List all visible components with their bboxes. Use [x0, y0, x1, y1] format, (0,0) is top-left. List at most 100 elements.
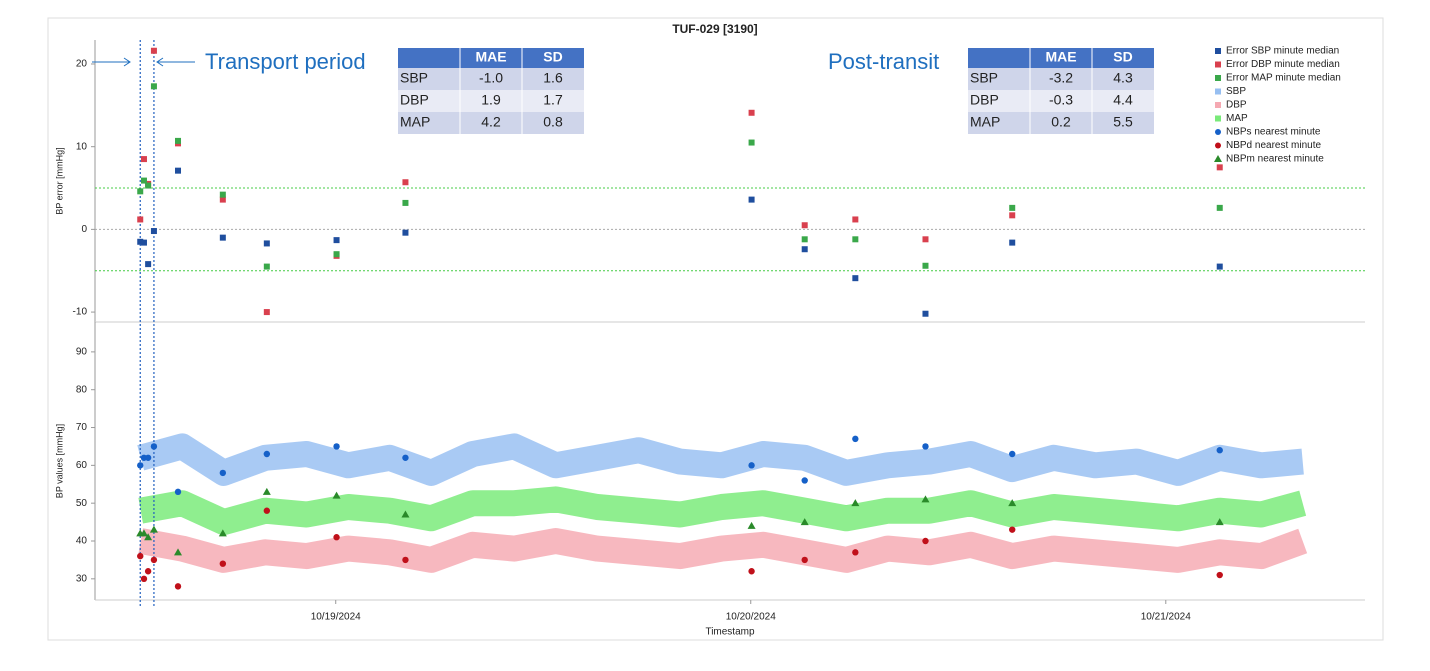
point: [150, 443, 158, 450]
point: [402, 179, 409, 186]
point: [144, 568, 152, 575]
point: [333, 237, 340, 244]
point: [140, 177, 147, 184]
point: [1216, 447, 1223, 454]
legend-label: DBP: [1226, 100, 1247, 111]
point: [263, 240, 270, 247]
table-column-header: SD: [1113, 49, 1132, 65]
table-cell: 4.4: [1113, 92, 1133, 108]
point: [150, 228, 157, 235]
point: [140, 156, 147, 163]
point: [219, 234, 226, 241]
table-cell: 4.2: [481, 114, 501, 130]
point: [402, 229, 409, 236]
point: [1009, 212, 1016, 219]
y-tick-label: 0: [81, 224, 87, 235]
point: [262, 487, 271, 495]
point: [801, 246, 808, 253]
point: [219, 469, 227, 477]
point: [852, 435, 859, 443]
point: [852, 236, 859, 243]
legend-label: Error DBP minute median: [1226, 59, 1340, 70]
legend-marker: [1215, 48, 1221, 54]
point: [137, 552, 144, 560]
table-cell: 0.2: [1051, 114, 1071, 130]
point: [175, 137, 182, 144]
point: [150, 47, 157, 54]
point: [1216, 164, 1223, 171]
point: [748, 462, 755, 469]
point: [333, 443, 340, 450]
point: [263, 309, 270, 316]
y-tick-label: 60: [76, 460, 88, 471]
table-row: [968, 68, 1154, 90]
legend-marker: [1215, 142, 1221, 149]
point: [174, 488, 182, 496]
table-header: [968, 48, 1154, 68]
point: [333, 251, 340, 258]
point: [801, 236, 808, 243]
annotation: Post-transit: [828, 49, 939, 74]
annotation: Transport period: [205, 49, 366, 74]
table-row-label: DBP: [400, 92, 429, 108]
point: [175, 167, 182, 174]
y-tick-label: 50: [76, 498, 88, 509]
signal-band: [138, 486, 1307, 536]
table-row-label: SBP: [970, 70, 998, 86]
legend-marker: [1215, 88, 1221, 95]
point: [145, 182, 152, 189]
point: [401, 510, 410, 518]
legend-label: NBPd nearest minute: [1226, 140, 1321, 151]
table-cell: 1.6: [543, 70, 563, 86]
table-cell: 4.3: [1113, 70, 1133, 86]
legend-marker: [1215, 129, 1221, 135]
point: [748, 568, 755, 575]
point: [748, 109, 755, 116]
point: [137, 216, 144, 223]
point: [402, 556, 409, 564]
legend-marker: [1215, 102, 1221, 108]
table-row: [398, 112, 584, 134]
point: [852, 275, 859, 282]
point: [1008, 499, 1017, 507]
table-row: [398, 90, 584, 112]
legend-marker: [1215, 75, 1221, 81]
point: [801, 556, 808, 564]
point: [139, 529, 148, 537]
arrow: [92, 57, 131, 67]
table-column-header: MAE: [475, 49, 506, 65]
y-tick-label: 30: [76, 573, 88, 584]
point: [1009, 526, 1016, 533]
point: [263, 507, 271, 514]
frame: [47, 17, 1384, 641]
table-cell: 1.7: [543, 92, 563, 108]
legend-marker: [1215, 115, 1221, 122]
legend-label: Error SBP minute median: [1226, 46, 1339, 57]
y-tick-label: 40: [76, 536, 88, 547]
point: [921, 495, 930, 503]
table-row-label: MAP: [400, 114, 430, 130]
point: [801, 477, 808, 484]
arrow: [156, 57, 195, 67]
point: [922, 537, 929, 545]
point: [852, 216, 859, 223]
table-row-label: DBP: [970, 92, 999, 108]
point: [922, 310, 929, 317]
table-cell: -0.3: [1049, 92, 1073, 108]
point: [140, 239, 147, 246]
y-tick-label: 20: [76, 59, 88, 70]
table-column-header: MAE: [1045, 49, 1076, 65]
point: [748, 196, 755, 203]
point: [144, 454, 152, 461]
table-row-label: SBP: [400, 70, 428, 86]
point: [1009, 450, 1016, 458]
point: [922, 236, 929, 243]
legend-label: NBPm nearest minute: [1226, 154, 1324, 165]
point: [263, 450, 271, 458]
table-row-label: MAP: [970, 114, 1000, 130]
table-row: [968, 112, 1154, 134]
point: [174, 548, 183, 556]
point: [174, 583, 182, 590]
legend-label: SBP: [1226, 86, 1246, 97]
table-cell: -1.0: [479, 70, 503, 86]
